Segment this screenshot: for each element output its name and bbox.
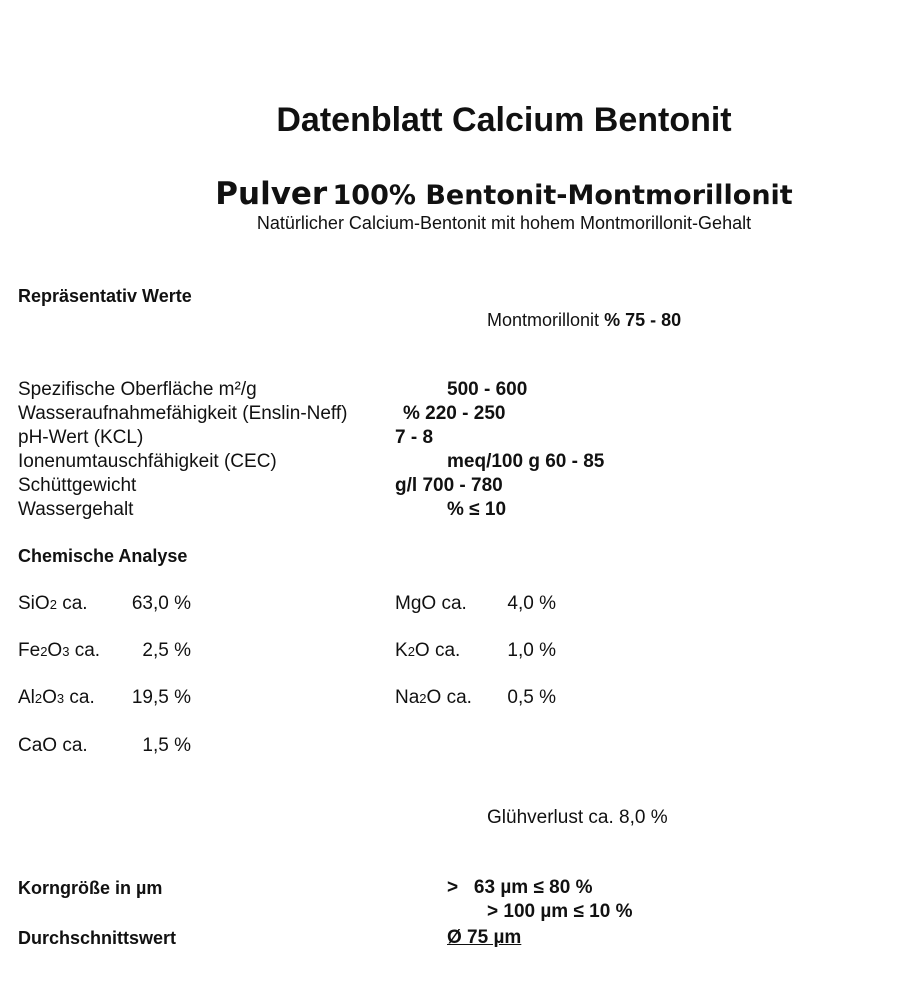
loss-on-ignition: Glühverlust ca. 8,0 %: [487, 807, 668, 828]
grain-heading: Korngröße in µm: [18, 878, 163, 898]
property-label: Wassergehalt: [18, 499, 134, 520]
chem-item-k2o: K2O ca.: [395, 640, 461, 661]
montmorillonit-value: % 75 - 80: [604, 310, 682, 330]
property-label: Ionenumtauschfähigkeit (CEC): [18, 451, 277, 472]
property-value: % ≤ 10: [447, 499, 507, 520]
property-value: g/l 700 - 780: [395, 475, 503, 496]
grain-line-2: > 100 µm ≤ 10 %: [487, 901, 633, 922]
average-value-text: Ø 75 µm: [447, 927, 522, 948]
chem-value: 1,5 %: [142, 735, 191, 756]
montmorillonit-row: Montmorillonit % 75 - 80: [487, 309, 681, 331]
property-value: 7 - 8: [395, 427, 434, 448]
page-title: Datenblatt Calcium Bentonit: [276, 101, 732, 139]
chem-value: 63,0 %: [131, 593, 191, 614]
chem-item-al2o3: Al2O3 ca.: [18, 687, 95, 708]
average-value: Ø 75 µm: [447, 927, 521, 949]
average-label: Durchschnittswert: [18, 928, 177, 948]
chem-item-na2o: Na2O ca.: [395, 687, 472, 708]
product-description: Natürlicher Calcium-Bentonit mit hohem M…: [256, 213, 752, 233]
chem-item-sio2: SiO2 ca.: [18, 593, 88, 614]
subtitle-rest: 100% Bentonit-Montmorillonit: [332, 180, 793, 211]
chem-value: 0,5 %: [507, 687, 556, 708]
property-label: pH-Wert (KCL): [18, 427, 144, 448]
property-label: Spezifische Oberfläche m²/g: [18, 379, 257, 400]
property-label: Schüttgewicht: [18, 475, 137, 496]
chem-value: 2,5 %: [142, 640, 191, 661]
chem-value: 19,5 %: [131, 687, 191, 708]
product-subtitle: Pulver 100% Bentonit-Montmorillonit: [0, 175, 902, 218]
subtitle-lead: Pulver: [215, 176, 328, 212]
property-label: Wasseraufnahmefähigkeit (Enslin-Neff): [18, 403, 348, 424]
property-value: meq/100 g 60 - 85: [447, 451, 605, 472]
representative-heading: Repräsentativ Werte: [18, 286, 192, 306]
chem-item-cao: CaO ca.: [18, 735, 88, 756]
property-value: % 220 - 250: [403, 403, 506, 424]
chem-value: 1,0 %: [507, 640, 556, 661]
property-value: 500 - 600: [447, 379, 528, 400]
chemical-heading: Chemische Analyse: [18, 546, 188, 566]
chem-item-fe2o3: Fe2O3 ca.: [18, 640, 101, 661]
grain-line-1: > 63 µm ≤ 80 %: [447, 877, 593, 898]
chem-value: 4,0 %: [507, 593, 556, 614]
montmorillonit-label: Montmorillonit: [487, 310, 600, 330]
chem-item-mgo: MgO ca.: [395, 593, 467, 614]
